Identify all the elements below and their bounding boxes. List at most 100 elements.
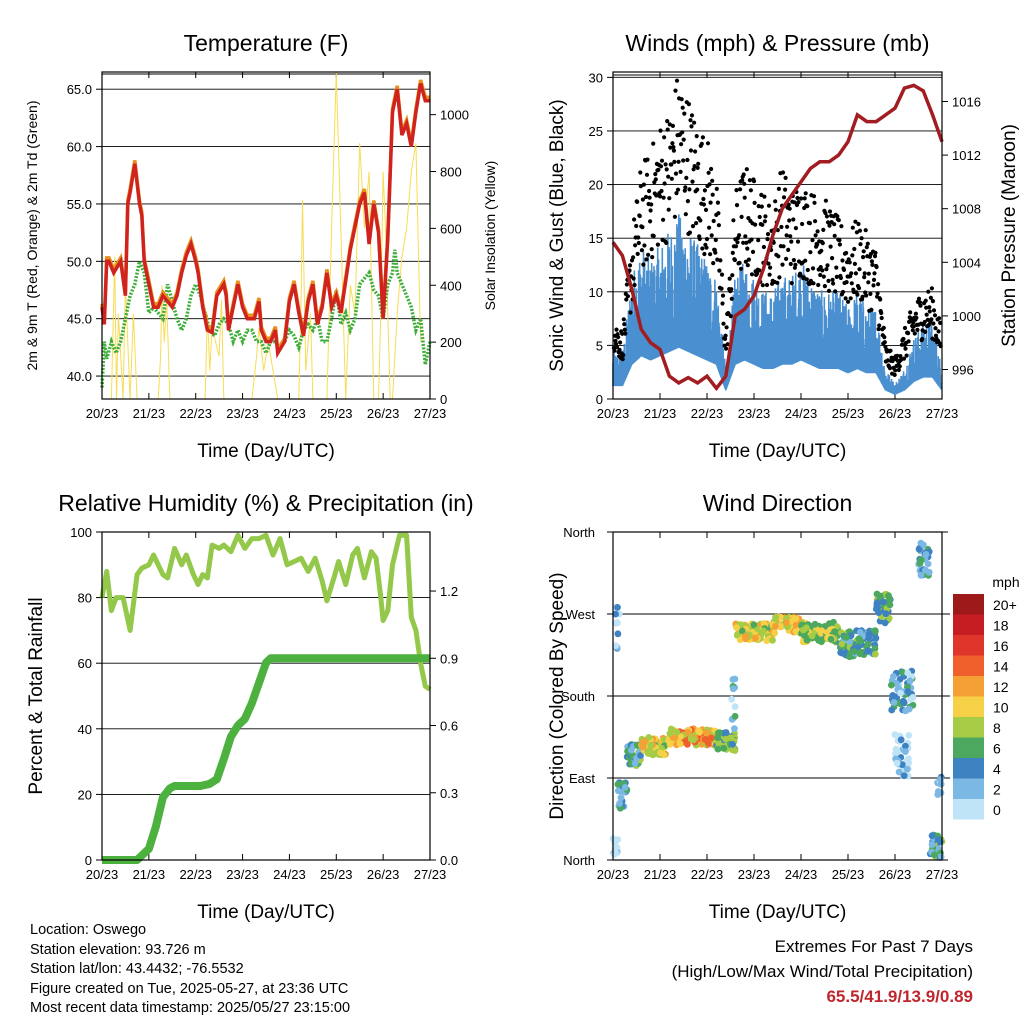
y2-tick-label: 1016 [952, 94, 981, 109]
direction-point [831, 628, 838, 636]
x-tick-label: 25/23 [832, 867, 865, 882]
gust-point [830, 277, 835, 282]
gust-point [825, 220, 831, 225]
gust-point [747, 178, 753, 183]
direction-point [856, 650, 864, 658]
gust-point [864, 293, 869, 298]
gust-point [852, 246, 857, 252]
gust-point [716, 223, 722, 228]
gust-point [734, 203, 740, 208]
gust-point [700, 135, 706, 140]
gust-point [837, 242, 843, 247]
direction-point [900, 772, 908, 780]
gust-point [819, 248, 824, 253]
gust-point [681, 137, 686, 142]
gust-point [692, 164, 697, 169]
gust-point [638, 184, 643, 189]
gust-point [787, 218, 792, 223]
gust-point [692, 120, 697, 125]
gust-point [936, 329, 941, 334]
gust-point [877, 323, 882, 328]
gust-point [924, 312, 929, 317]
gust-point [849, 271, 854, 276]
gust-point [699, 141, 704, 146]
gust-point [666, 174, 671, 179]
gust-point [795, 195, 800, 201]
direction-point [856, 628, 864, 636]
gust-point [659, 158, 665, 163]
gust-point [718, 258, 723, 263]
gust-point [649, 247, 654, 252]
gust-point [865, 241, 870, 246]
direction-point [701, 736, 709, 743]
y-tick-label: 0 [596, 392, 603, 407]
gust-point [662, 181, 667, 186]
x-tick-label: 27/23 [414, 406, 447, 421]
gust-point [650, 255, 655, 260]
x-tick-label: 21/23 [644, 867, 677, 882]
gust-point [928, 295, 934, 300]
gust-point [824, 267, 829, 272]
gust-point [696, 161, 701, 166]
extremes-values: 65.5/41.9/13.9/0.89 [826, 987, 973, 1006]
gust-point [802, 196, 807, 201]
gust-point [854, 230, 860, 235]
gust-point [937, 316, 942, 321]
gust-point [745, 246, 750, 251]
gust-point [658, 128, 663, 133]
direction-point [818, 627, 825, 634]
x-tick-label: 24/23 [273, 867, 306, 882]
gust-point [646, 252, 651, 257]
gust-point [655, 242, 661, 247]
legend-label: 20+ [993, 597, 1017, 613]
gust-point [801, 275, 806, 280]
y2-tick-label: 200 [440, 335, 462, 350]
x-tick-label: 27/23 [926, 406, 959, 421]
gust-point [761, 244, 767, 250]
y2-tick-label: 800 [440, 165, 462, 180]
temp-9m-line [100, 83, 430, 359]
gust-point [651, 233, 656, 239]
gust-point [857, 267, 862, 272]
gust-point [628, 310, 633, 315]
gust-point [686, 102, 692, 107]
gust-point [721, 321, 726, 326]
x-tick-label: 27/23 [926, 867, 959, 882]
x-tick-label: 23/23 [226, 406, 259, 421]
gust-point [639, 248, 645, 253]
gust-point [739, 214, 744, 219]
direction-point [899, 697, 907, 705]
gust-point [741, 172, 746, 177]
gust-point [922, 319, 927, 325]
gust-point [678, 169, 683, 174]
gust-point [780, 170, 786, 175]
direction-point [666, 741, 674, 748]
gust-point [764, 282, 770, 288]
gust-point [908, 310, 913, 315]
direction-point [722, 735, 730, 743]
gust-point [755, 271, 760, 276]
gust-point [923, 329, 928, 334]
y-tick-label: South [561, 689, 595, 704]
direction-point [898, 761, 906, 769]
chart-title: Winds (mph) & Pressure (mb) [625, 30, 929, 56]
y-tick-label: 40 [78, 722, 92, 737]
gust-point [724, 325, 729, 330]
direction-point [769, 636, 776, 644]
gust-point [838, 275, 844, 281]
gust-point [765, 232, 771, 237]
gust-point [863, 228, 868, 233]
gust-point [872, 271, 877, 276]
gust-point [816, 282, 821, 288]
gust-point [866, 280, 871, 285]
direction-point [917, 556, 925, 564]
gust-point [871, 283, 876, 288]
direction-point [909, 694, 917, 701]
gust-point [634, 223, 639, 229]
chart-title: Wind Direction [703, 490, 853, 516]
gust-point [684, 175, 689, 180]
direction-point [707, 734, 715, 742]
gust-point [799, 196, 804, 201]
direction-point [614, 836, 621, 843]
direction-point [881, 619, 889, 627]
